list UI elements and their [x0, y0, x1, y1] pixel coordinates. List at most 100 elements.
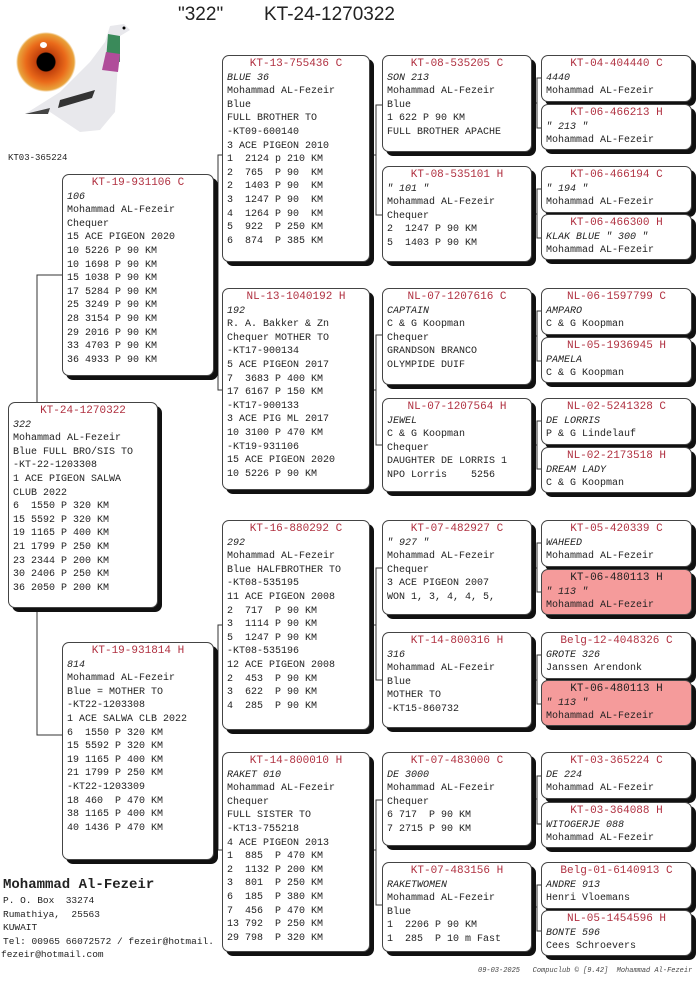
- owner: Mohammad AL-Fezeir: [227, 86, 336, 98]
- pigeon-name: SON 213: [387, 72, 430, 84]
- pigeon-name: CAPTAIN: [387, 305, 430, 317]
- info-line: 4 285 P 90 KM: [227, 700, 318, 712]
- ring-number: Belg-01-6140913 C: [560, 865, 673, 877]
- info-line: 10 3100 P 470 KM: [227, 427, 324, 439]
- ring-number: KT-24-1270322: [40, 405, 126, 417]
- info-line: WON 1, 3, 4, 4, 5,: [387, 591, 496, 603]
- info-line: 17 6167 P 150 KM: [227, 387, 324, 399]
- info-line: 6 874 P 385 KM: [227, 235, 324, 247]
- info-line: 15 5592 P 320 KM: [13, 514, 110, 526]
- ring-number: KT-19-931814 H: [91, 645, 185, 657]
- ring-number: Belg-12-4048326 C: [560, 635, 673, 647]
- owner: Mohammad AL-Fezeir: [546, 135, 655, 147]
- ring-number: NL-07-1207616 C: [407, 291, 507, 303]
- info-line: 2 453 P 90 KM: [227, 673, 318, 685]
- owner: Mohammad AL-Fezeir: [387, 551, 496, 563]
- owner: Mohammad AL-Fezeir: [546, 711, 655, 723]
- owner: Mohammad AL-Fezeir: [546, 86, 655, 98]
- info-line: CLUB 2022: [13, 487, 68, 499]
- info-line: 19 1165 P 400 KM: [67, 754, 164, 766]
- ring-number: NL-07-1207564 H: [407, 401, 507, 413]
- email: fezeir@hotmail.com: [1, 949, 104, 961]
- software-credit: Compuclub © [9.42]: [532, 967, 609, 975]
- info-line: -KT-22-1203308: [13, 460, 98, 472]
- ring-number: KT-03-365224 C: [570, 755, 663, 767]
- pigeon-name: 106: [67, 191, 86, 203]
- info-line: -KT22-1203309: [67, 781, 146, 793]
- pedigree-card-ds: KT-16-880292 C 292 Mohammad AL-Fezeir Blue …: [222, 520, 370, 730]
- info-line: 5 922 P 250 KM: [227, 222, 324, 234]
- info-line: 3 801 P 250 KM: [227, 878, 324, 890]
- info-line: 6 1550 P 320 KM: [13, 501, 110, 513]
- pedigree-card-g5: NL-06-1597799 C AMPARO C & G Koopman: [541, 288, 692, 335]
- owner: P & G Lindelauf: [546, 429, 637, 441]
- pedigree-card-sss: KT-08-535205 C SON 213 Mohammad AL-Fezeir B…: [382, 55, 532, 152]
- pigeon-name: RAKETWOMEN: [387, 879, 448, 891]
- pigeon-name-title: "322": [178, 4, 224, 25]
- pigeon-name: GROTE 326: [546, 649, 601, 661]
- pedigree-card-g15: Belg-01-6140913 C ANDRE 913 Henri Vloemans: [541, 862, 692, 909]
- info-line: 1 622 P 90 KM: [387, 113, 466, 125]
- pedigree-card-dam: KT-19-931814 H 814 Mohammad AL-Fezeir Blue …: [62, 642, 214, 860]
- pedigree-card-g16: NL-05-1454596 H BONTE 596 Cees Schroevers: [541, 910, 692, 956]
- pigeon-name: DE 224: [546, 769, 583, 781]
- owner: Mohammad AL-Fezeir: [227, 551, 336, 563]
- pigeon-name: KLAK BLUE " 300 ": [546, 231, 649, 243]
- info-line: MOTHER TO: [387, 690, 442, 702]
- info-line: 25 3249 P 90 KM: [67, 300, 158, 312]
- owner: Mohammad AL-Fezeir: [546, 833, 655, 845]
- info-line: 4 ACE PIGEON 2013: [227, 837, 330, 849]
- info-line: 5 1247 P 90 KM: [227, 632, 318, 644]
- info-line: 10 5226 P 90 KM: [227, 468, 318, 480]
- info-line: 6 717 P 90 KM: [387, 810, 472, 822]
- ring-number: KT-07-483000 C: [410, 755, 504, 767]
- info-line: 5 ACE PIGEON 2017: [227, 359, 330, 371]
- owner: C & G Koopman: [546, 478, 625, 490]
- pigeon-name: ANDRE 913: [546, 879, 601, 891]
- pedigree-card-g8: NL-02-2173518 H DREAM LADY C & G Koopman: [541, 447, 692, 493]
- pigeon-name: PAMELA: [546, 354, 583, 366]
- info-line: Blue: [387, 906, 412, 918]
- info-line: Blue FULL BRO/SIS TO: [13, 446, 134, 458]
- owner: Mohammad AL-Fezeir: [387, 893, 496, 905]
- ring-number: KT-13-755436 C: [249, 58, 343, 70]
- info-line: Chequer: [387, 442, 430, 454]
- pigeon-name: 814: [67, 659, 86, 671]
- info-line: 38 1165 P 400 KM: [67, 809, 164, 821]
- ring-number: KT-04-404440 C: [570, 58, 663, 70]
- pedigree-card-g12: KT-06-480113 H " 113 " Mohammad AL-Fezeir: [541, 680, 692, 726]
- owner: Henri Vloemans: [546, 893, 631, 905]
- info-line: 1 2124 p 210 KM: [227, 154, 324, 166]
- pigeon-name: 192: [227, 305, 246, 317]
- info-line: FULL BROTHER TO: [227, 113, 318, 125]
- ring-number: NL-02-2173518 H: [566, 450, 667, 462]
- info-line: Blue = MOTHER TO: [67, 686, 164, 698]
- info-line: 1 ACE SALWA CLB 2022: [67, 713, 188, 725]
- info-line: Blue: [387, 99, 412, 111]
- info-line: 17 5284 P 90 KM: [67, 286, 158, 298]
- ring-number: NL-05-1454596 H: [566, 913, 667, 925]
- ring-number: KT-16-880292 C: [249, 523, 343, 535]
- pedigree-card-sds: NL-07-1207616 C CAPTAIN C & G Koopman Chequ…: [382, 288, 532, 385]
- info-line: 1 285 P 10 m Fast: [387, 933, 502, 945]
- info-line: 3 ACE PIGEON 2010: [227, 140, 330, 152]
- owner: Mohammad AL-Fezeir: [13, 433, 122, 445]
- pigeon-name: 322: [13, 419, 32, 431]
- info-line: 36 2050 P 200 KM: [13, 582, 110, 594]
- pedigree-card-dds: KT-07-483000 C DE 3000 Mohammad AL-Fezeir C…: [382, 752, 532, 846]
- pigeon-name: AMPARO: [546, 305, 583, 317]
- owner: Mohammad AL-Fezeir: [227, 783, 336, 795]
- pedigree-card-dsd: KT-14-800316 H 316 Mohammad AL-Fezeir Blue M…: [382, 632, 532, 728]
- pedigree-card-dd: KT-14-800010 H RAKET 010 Mohammad AL-Fezei…: [222, 752, 370, 952]
- info-line: 19 1165 P 400 KM: [13, 528, 110, 540]
- info-line: 2 717 P 90 KM: [227, 605, 318, 617]
- ring-number: KT-05-420339 C: [570, 523, 663, 535]
- ring-number: NL-06-1597799 C: [566, 291, 667, 303]
- info-line: 7 456 P 470 KM: [227, 905, 324, 917]
- info-line: 3 ACE PIGEON 2007: [387, 578, 490, 590]
- pedigree-card-g4: KT-06-466300 H KLAK BLUE " 300 " Mohammad …: [541, 214, 692, 260]
- info-line: 15 ACE PIGEON 2020: [227, 455, 336, 467]
- pigeon-name: DREAM LADY: [546, 464, 607, 476]
- ring-number: KT-06-466213 H: [570, 107, 663, 119]
- pigeon-name: BONTE 596: [546, 927, 601, 939]
